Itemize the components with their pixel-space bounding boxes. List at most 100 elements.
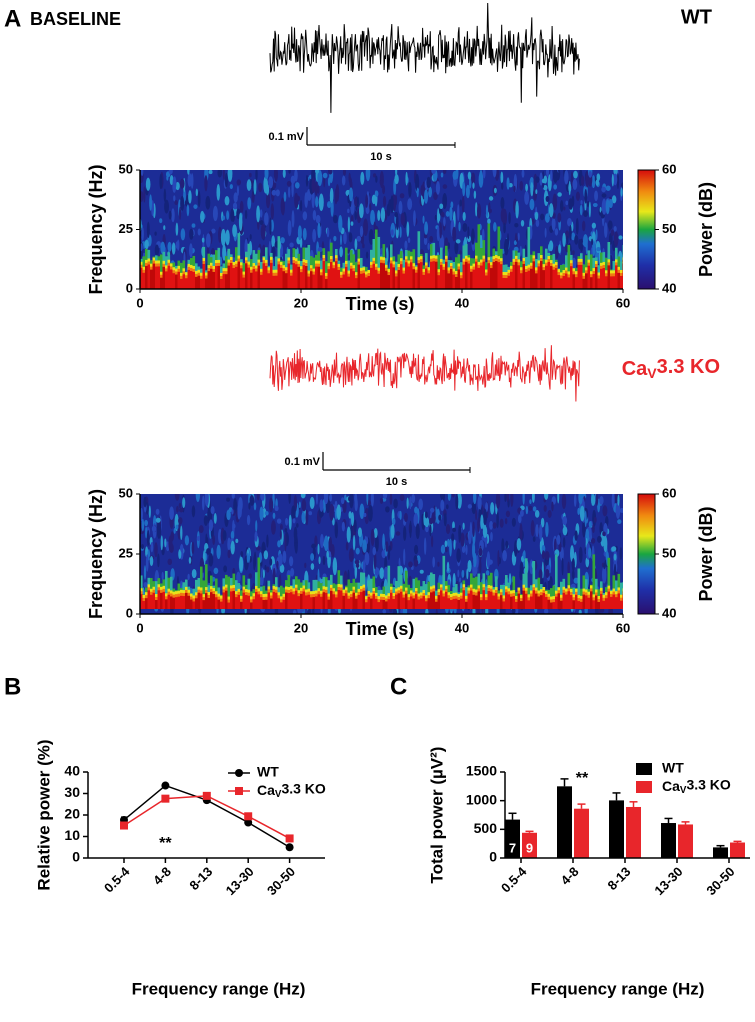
spectrogram-texture bbox=[288, 263, 291, 289]
spectrogram-texture bbox=[331, 505, 334, 513]
spectrogram-texture bbox=[154, 542, 158, 557]
spectrogram-texture bbox=[557, 488, 559, 503]
spectrogram-texture bbox=[148, 590, 151, 609]
spectrogram-texture bbox=[227, 550, 230, 559]
spectrogram-texture bbox=[364, 513, 367, 517]
spectrogram-texture bbox=[193, 272, 196, 289]
spectrogram-texture bbox=[306, 175, 308, 187]
spectrogram-texture bbox=[617, 495, 619, 506]
spectrogram-texture bbox=[439, 203, 443, 209]
spectrogram-texture bbox=[215, 266, 218, 289]
spectrogram-texture bbox=[490, 532, 493, 542]
spectrogram-texture bbox=[610, 597, 613, 609]
spectrogram-texture bbox=[188, 190, 192, 203]
spectrogram-texture bbox=[465, 602, 468, 609]
spectrogram-texture bbox=[545, 228, 547, 238]
spectrogram-texture bbox=[285, 528, 288, 532]
spectrogram-texture bbox=[255, 168, 257, 180]
spectrogram-texture bbox=[433, 261, 436, 289]
spectrogram-texture bbox=[543, 593, 546, 609]
spectrogram-texture bbox=[247, 179, 252, 191]
spectrogram-texture bbox=[504, 239, 509, 256]
spectrogram-texture bbox=[489, 196, 493, 201]
spectrogram-texture bbox=[589, 521, 592, 528]
spectrogram-texture bbox=[266, 535, 268, 548]
spectrogram-texture bbox=[213, 272, 216, 289]
spectrogram-texture bbox=[515, 262, 518, 289]
spectrogram-texture bbox=[239, 213, 243, 231]
spectrogram-texture bbox=[620, 508, 625, 513]
colorbar-tick-label: 50 bbox=[662, 545, 676, 560]
spectrogram-texture bbox=[380, 600, 383, 609]
spectrogram-texture bbox=[507, 177, 510, 189]
spectrogram-texture bbox=[287, 181, 291, 187]
spectrogram-texture bbox=[536, 219, 539, 226]
spectrogram-texture bbox=[475, 509, 477, 520]
spectrogram-texture bbox=[565, 274, 568, 289]
spectrogram-texture bbox=[347, 527, 351, 543]
spectrogram-texture bbox=[144, 582, 148, 588]
spectrogram-texture bbox=[468, 264, 471, 289]
spectrogram-texture bbox=[163, 592, 166, 609]
spectrogram-texture bbox=[428, 273, 431, 289]
spectrogram-texture bbox=[157, 523, 161, 539]
spectrogram-texture bbox=[505, 592, 508, 609]
spectrogram-texture bbox=[143, 186, 145, 202]
spectrogram-texture bbox=[531, 520, 535, 536]
spectrogram-texture bbox=[164, 189, 166, 202]
spectrogram-texture bbox=[301, 512, 305, 524]
spectrogram-texture bbox=[390, 593, 393, 609]
spectrogram-texture bbox=[280, 524, 283, 530]
spectrogram-texture bbox=[545, 522, 548, 537]
spectrogram-texture bbox=[443, 167, 447, 174]
spectrogram-texture bbox=[604, 222, 607, 238]
spectrogram-texture bbox=[408, 561, 413, 567]
spectrogram-texture bbox=[192, 223, 196, 227]
spectrogram-texture bbox=[568, 198, 573, 210]
spectrogram-texture bbox=[165, 599, 168, 609]
spectrogram-texture bbox=[270, 598, 273, 609]
spectrogram-texture bbox=[349, 187, 353, 201]
spectrogram-texture bbox=[445, 592, 448, 609]
spectrogram-texture bbox=[493, 167, 496, 173]
spectrogram-texture bbox=[453, 275, 456, 289]
spectrogram-texture bbox=[375, 191, 378, 197]
spectrogram-texture bbox=[493, 262, 496, 289]
spectrogram-texture bbox=[472, 182, 474, 189]
spectrogram-texture bbox=[226, 497, 230, 501]
spectrogram-texture bbox=[520, 510, 524, 517]
spectrogram-texture bbox=[222, 216, 225, 221]
spectrogram-texture bbox=[468, 504, 472, 509]
spectrogram-texture bbox=[274, 166, 278, 182]
spectrogram-texture bbox=[295, 542, 298, 554]
spectrogram-texture bbox=[275, 506, 279, 512]
spectrogram-texture bbox=[264, 565, 266, 570]
spectrogram-texture bbox=[313, 210, 317, 221]
spectrogram-texture bbox=[308, 277, 311, 289]
spectrogram-texture bbox=[551, 502, 553, 512]
spectrogram-texture bbox=[238, 262, 241, 289]
spectrogram-texture bbox=[245, 263, 248, 289]
spectrogram-texture bbox=[568, 591, 571, 609]
spectrogram-texture bbox=[404, 240, 407, 249]
colorbar-label: Power (dB) bbox=[696, 182, 716, 277]
spectrogram-texture bbox=[592, 524, 595, 533]
spectrogram-texture bbox=[336, 184, 340, 202]
spectrogram-texture bbox=[555, 597, 558, 609]
spectrogram-texture bbox=[568, 277, 571, 289]
spectrogram-texture bbox=[310, 497, 315, 509]
spectrogram-texture bbox=[170, 596, 173, 609]
scale-label: 0.1 mV bbox=[285, 456, 321, 468]
spectrogram-texture bbox=[569, 225, 572, 241]
spectrogram-texture bbox=[363, 273, 366, 289]
spectrogram-texture bbox=[560, 601, 563, 609]
spectrogram-texture bbox=[360, 172, 364, 185]
spectrogram-texture bbox=[462, 546, 466, 553]
spectrogram-texture bbox=[558, 275, 561, 289]
spectrogram-texture bbox=[264, 212, 269, 226]
spectrogram-texture bbox=[335, 597, 338, 609]
spectrogram-texture bbox=[494, 188, 497, 194]
spectrogram-texture bbox=[285, 593, 288, 609]
spectrogram-texture bbox=[544, 175, 548, 183]
spectrogram-texture bbox=[567, 562, 570, 575]
